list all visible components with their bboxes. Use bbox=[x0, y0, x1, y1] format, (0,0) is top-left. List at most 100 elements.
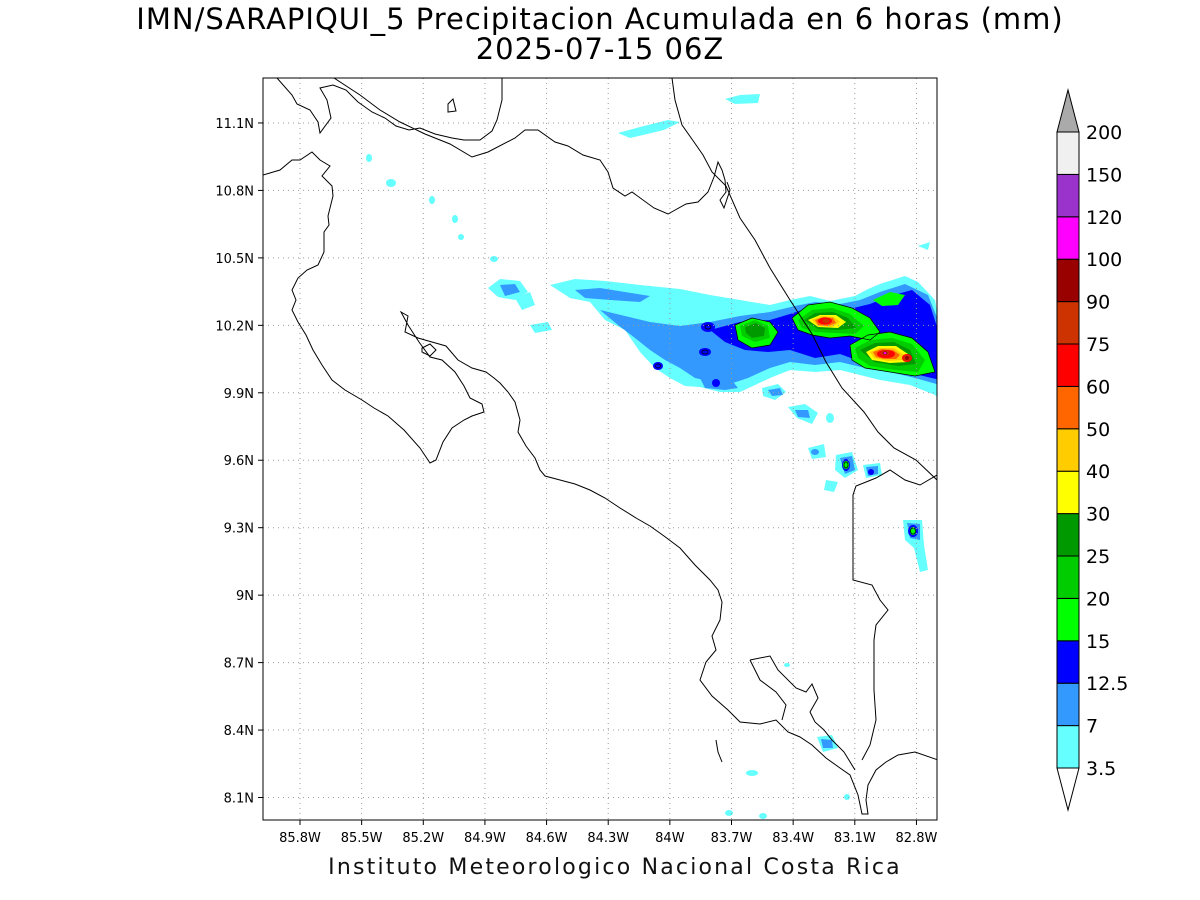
colorbar-label: 200 bbox=[1086, 122, 1122, 144]
precip-cell bbox=[826, 413, 834, 423]
lat-tick-label: 8.1N bbox=[224, 792, 254, 807]
lon-tick-label: 85.5W bbox=[341, 831, 383, 846]
precip-cell bbox=[712, 379, 720, 387]
colorbar-label: 120 bbox=[1086, 207, 1122, 229]
lat-tick-label: 11.1N bbox=[215, 117, 254, 132]
pacific-coast-nw bbox=[263, 151, 937, 815]
colorbar-swatch bbox=[1056, 725, 1080, 769]
colorbar-label: 7 bbox=[1086, 716, 1098, 738]
lon-tick-label: 82.8W bbox=[896, 831, 938, 846]
precip-cell bbox=[821, 739, 833, 748]
grid-lines bbox=[263, 78, 937, 820]
colorbar-label: 50 bbox=[1086, 419, 1110, 441]
precip-cell bbox=[386, 179, 396, 187]
coastlines bbox=[263, 78, 937, 815]
precip-band bbox=[530, 322, 552, 333]
colorbar-label: 90 bbox=[1086, 292, 1110, 314]
colorbar-label: 25 bbox=[1086, 546, 1110, 568]
lake-islet bbox=[447, 98, 457, 113]
colorbar-swatch bbox=[1056, 173, 1080, 218]
precip-cell bbox=[366, 154, 372, 162]
colorbar-swatch bbox=[1056, 258, 1080, 303]
map-axes: 85.8W 85.5W 85.2W 84.9W 84.6W 84.3W 84W 83.7W 83… bbox=[215, 117, 937, 846]
precip-cell bbox=[725, 810, 733, 816]
colorbar-swatch bbox=[1056, 428, 1080, 472]
colorbar-swatch bbox=[1056, 470, 1080, 515]
precipitation-field bbox=[366, 94, 937, 819]
colorbar-swatch bbox=[1056, 597, 1080, 642]
lon-tick-label: 84.6W bbox=[526, 831, 568, 846]
bay-coast bbox=[715, 739, 723, 763]
precip-cell bbox=[824, 480, 838, 492]
colorbar-swatch bbox=[1056, 385, 1080, 430]
colorbar-swatch bbox=[1056, 682, 1080, 727]
lat-tick-label: 9.9N bbox=[224, 387, 254, 402]
precip-cell bbox=[725, 94, 760, 104]
lat-tick-label: 9N bbox=[236, 589, 254, 604]
lat-tick-label: 10.2N bbox=[215, 319, 254, 334]
precip-cell bbox=[746, 770, 758, 776]
footer-credit: Instituto Meteorologico Nacional Costa R… bbox=[328, 855, 902, 880]
precip-cell bbox=[490, 256, 498, 262]
precip-cell bbox=[918, 242, 930, 250]
precip-cell bbox=[784, 663, 790, 667]
lat-tick-label: 8.7N bbox=[224, 657, 254, 672]
colorbar-label: 40 bbox=[1086, 461, 1110, 483]
colorbar-swatch bbox=[1056, 216, 1080, 260]
lon-tick-label: 84.9W bbox=[464, 831, 506, 846]
precip-cell bbox=[795, 410, 810, 418]
precip-cell bbox=[701, 322, 715, 332]
lon-tick-label: 83.1W bbox=[834, 831, 876, 846]
colorbar-label: 100 bbox=[1086, 249, 1122, 271]
precip-cell bbox=[452, 215, 458, 223]
plot-frame bbox=[262, 77, 938, 821]
colorbar-swatch bbox=[1056, 640, 1080, 684]
precip-band bbox=[500, 284, 520, 296]
colorbar: 3.5 7 12.5 15 20 25 30 40 50 60 75 90 100 120 150 200 bbox=[1056, 88, 1128, 812]
colorbar-label: 20 bbox=[1086, 588, 1110, 610]
precip-core bbox=[883, 352, 887, 354]
colorbar-label: 30 bbox=[1086, 504, 1110, 526]
lon-tick-label: 85.8W bbox=[279, 831, 321, 846]
precip-cell bbox=[759, 813, 767, 819]
colorbar-swatch bbox=[1056, 555, 1080, 599]
precip-band bbox=[515, 292, 535, 310]
colorbar-label: 150 bbox=[1086, 164, 1122, 186]
map-subtitle: 2025-07-15 06Z bbox=[475, 32, 725, 66]
lat-tick-label: 9.3N bbox=[224, 522, 254, 537]
lon-tick-label: 83.7W bbox=[711, 831, 753, 846]
precip-core bbox=[904, 356, 910, 360]
colorbar-swatch bbox=[1056, 301, 1080, 345]
colorbar-under-arrow bbox=[1056, 767, 1080, 812]
precip-cell bbox=[653, 362, 663, 370]
colorbar-over-arrow bbox=[1056, 88, 1080, 133]
caribbean-coast bbox=[671, 78, 937, 481]
osa-peninsula bbox=[749, 655, 856, 771]
precip-cell bbox=[844, 794, 850, 800]
colorbar-label: 60 bbox=[1086, 376, 1110, 398]
lon-tick-label: 83.4W bbox=[772, 831, 814, 846]
colorbar-label: 75 bbox=[1086, 334, 1110, 356]
lon-tick-label: 85.2W bbox=[402, 831, 444, 846]
nicoya-gulf-island bbox=[421, 343, 437, 357]
lat-tick-label: 8.4N bbox=[224, 724, 254, 739]
colorbar-swatch bbox=[1056, 513, 1080, 557]
lat-tick-label: 9.6N bbox=[224, 454, 254, 469]
precip-cell bbox=[910, 527, 916, 535]
lon-tick-label: 84.3W bbox=[587, 831, 629, 846]
precip-cell bbox=[429, 196, 435, 204]
precip-band bbox=[575, 288, 650, 302]
precip-band bbox=[873, 292, 905, 306]
colorbar-swatch bbox=[1056, 343, 1080, 387]
precip-core bbox=[822, 319, 830, 323]
map-title: IMN/SARAPIQUI_5 Precipitacion Acumulada … bbox=[136, 2, 1064, 36]
precip-cell bbox=[618, 120, 680, 138]
colorbar-label: 3.5 bbox=[1086, 758, 1116, 780]
precip-cell bbox=[768, 388, 783, 396]
osa-inner bbox=[749, 659, 787, 721]
panama-border bbox=[852, 469, 937, 761]
costa-rica-border-north bbox=[333, 78, 731, 215]
colorbar-label: 15 bbox=[1086, 631, 1110, 653]
lat-tick-label: 10.8N bbox=[215, 184, 254, 199]
lat-tick-label: 10.5N bbox=[215, 252, 254, 267]
